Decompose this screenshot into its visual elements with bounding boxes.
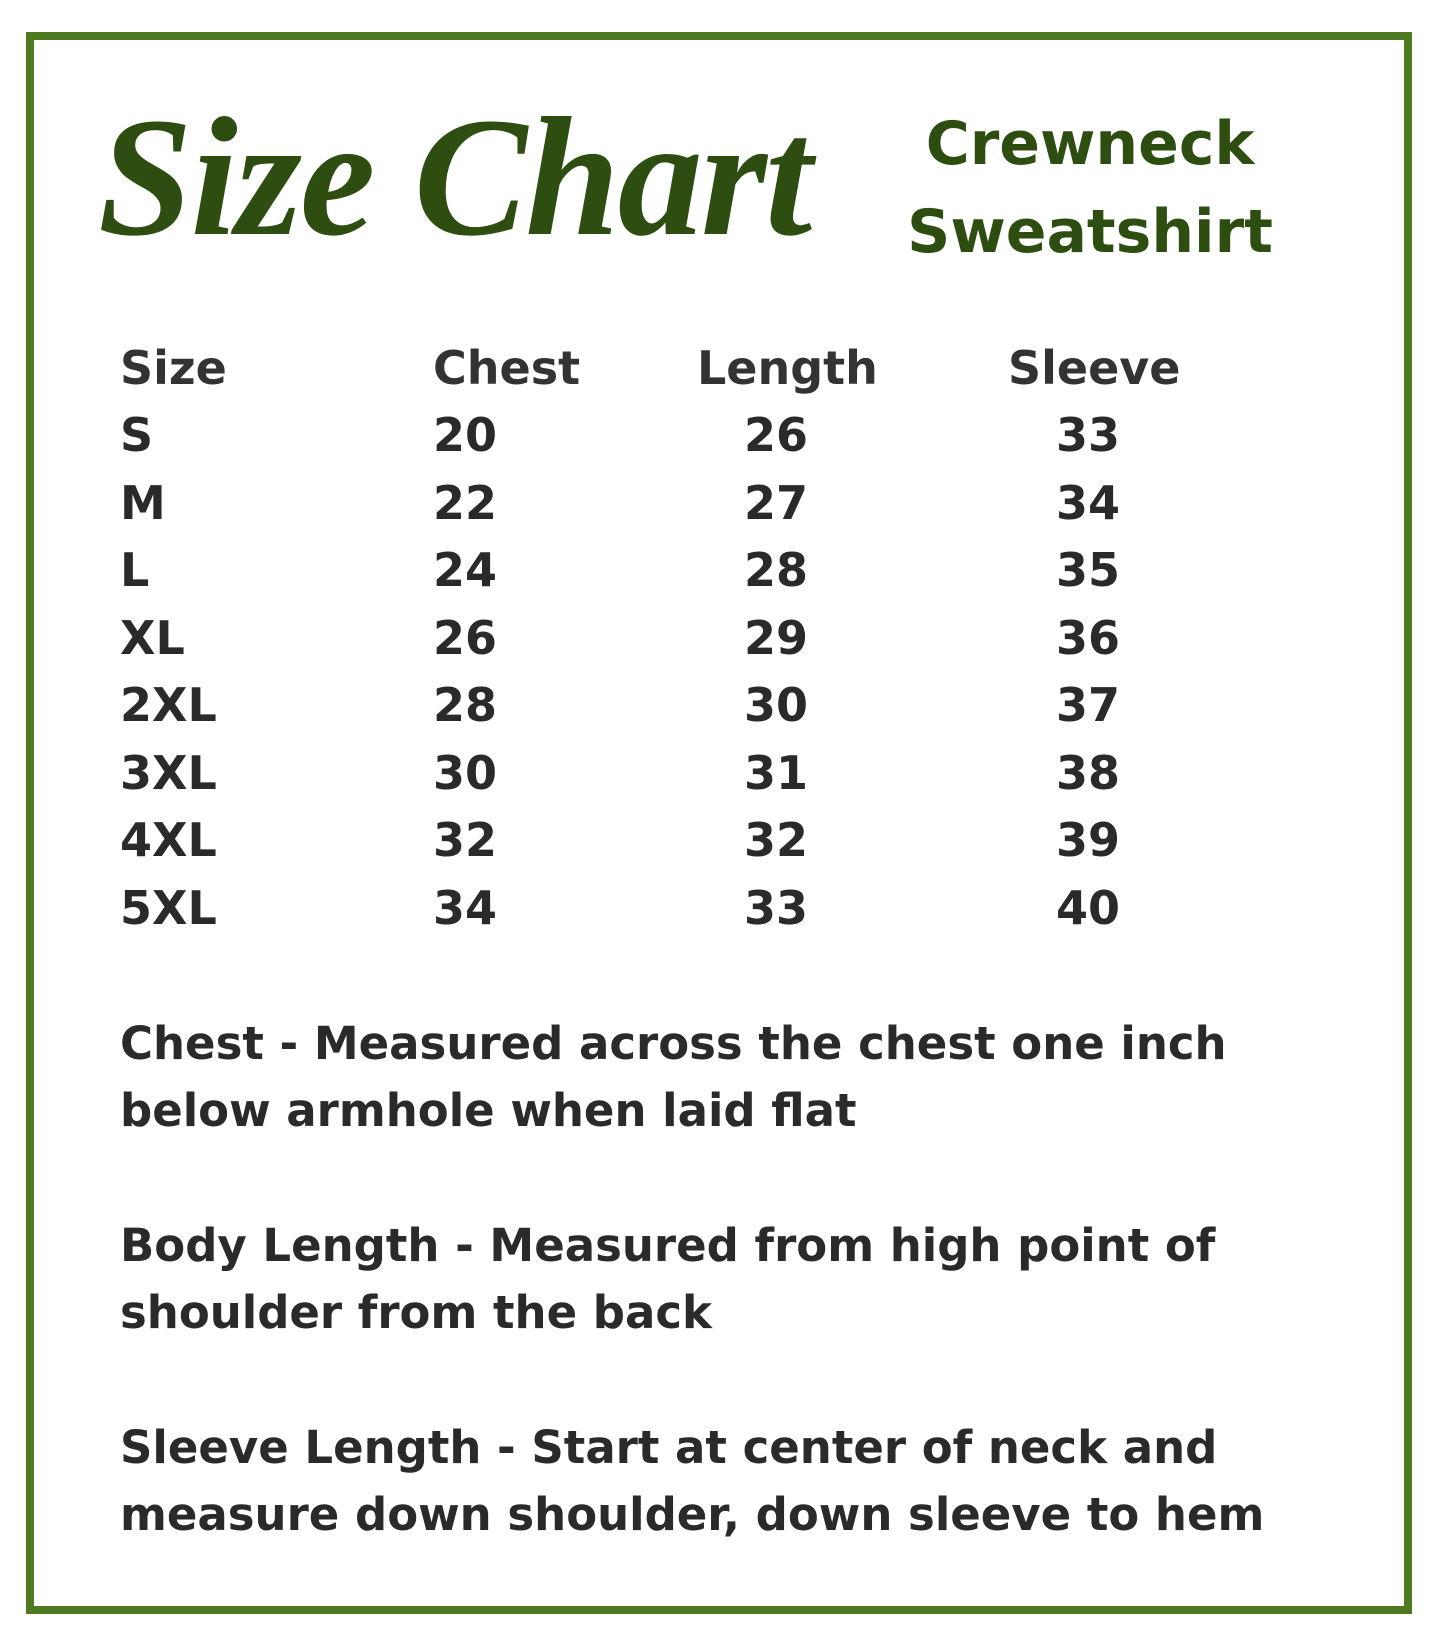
cell-length: 33 xyxy=(744,880,809,935)
cell-sleeve: 37 xyxy=(1056,678,1121,732)
cell-sleeve: 35 xyxy=(1056,543,1121,597)
header-sleeve: Sleeve xyxy=(1008,341,1181,395)
cell-size: L xyxy=(120,543,150,597)
cell-chest: 28 xyxy=(433,678,498,732)
cell-sleeve: 36 xyxy=(1056,610,1121,665)
cell-chest: 34 xyxy=(433,880,498,935)
chart-border xyxy=(26,32,1412,1614)
cell-size: 5XL xyxy=(120,880,217,935)
cell-sleeve: 39 xyxy=(1056,813,1121,867)
cell-length: 29 xyxy=(744,610,809,665)
cell-size: M xyxy=(120,475,166,530)
cell-chest: 20 xyxy=(433,408,498,462)
note-sleeve-length: Sleeve Length - Start at center of neck … xyxy=(120,1421,1265,1541)
cell-sleeve: 40 xyxy=(1056,880,1121,935)
cell-length: 30 xyxy=(744,678,809,732)
cell-size: 3XL xyxy=(120,745,217,800)
header-size: Size xyxy=(120,341,227,395)
cell-length: 32 xyxy=(744,813,809,867)
cell-size: XL xyxy=(120,610,185,665)
note-body-length: Body Length - Measured from high point o… xyxy=(120,1219,1216,1339)
product-name: Crewneck Sweatshirt xyxy=(860,100,1320,276)
cell-length: 27 xyxy=(744,475,809,530)
cell-sleeve: 34 xyxy=(1056,475,1121,530)
cell-chest: 26 xyxy=(433,610,498,665)
cell-chest: 24 xyxy=(433,543,498,597)
cell-size: 4XL xyxy=(120,813,217,867)
note-chest: Chest - Measured across the chest one in… xyxy=(120,1017,1227,1137)
cell-size: 2XL xyxy=(120,678,217,732)
cell-chest: 22 xyxy=(433,475,498,530)
header-length: Length xyxy=(697,341,878,395)
product-name-line: Sweatshirt xyxy=(907,197,1273,267)
cell-length: 28 xyxy=(744,543,809,597)
cell-size: S xyxy=(120,408,154,462)
cell-chest: 32 xyxy=(433,813,498,867)
cell-length: 26 xyxy=(744,408,809,462)
cell-length: 31 xyxy=(744,745,809,800)
product-name-line: Crewneck xyxy=(925,109,1255,179)
cell-sleeve: 33 xyxy=(1056,408,1121,462)
cell-sleeve: 38 xyxy=(1056,745,1121,800)
header-chest: Chest xyxy=(433,341,581,395)
page-title: Size Chart xyxy=(98,83,812,271)
cell-chest: 30 xyxy=(433,745,498,800)
